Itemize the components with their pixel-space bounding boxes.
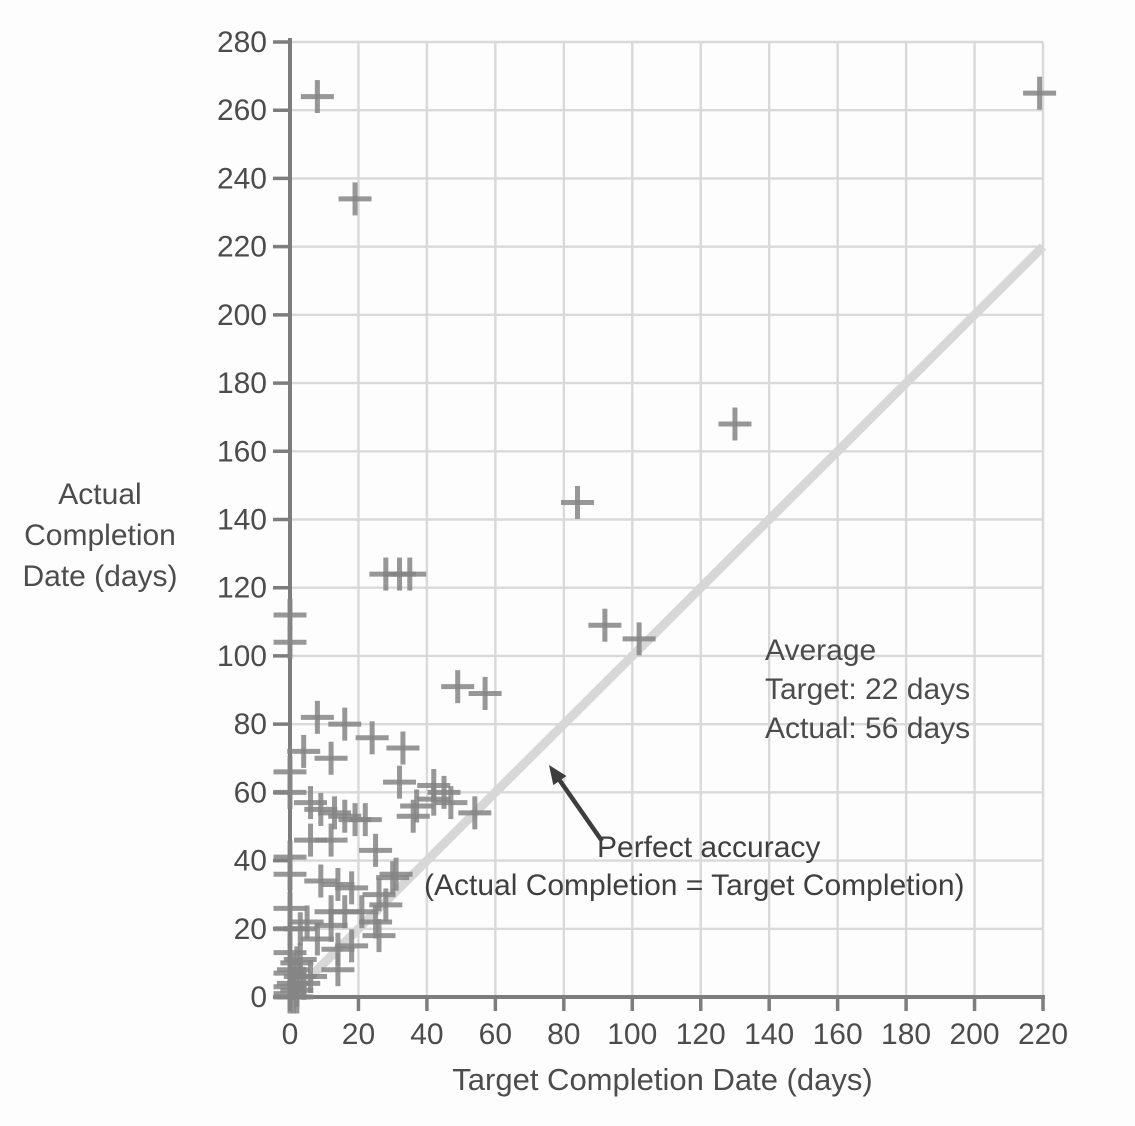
average-actual-value: Actual: 56 days [765, 712, 971, 745]
y-tick-label: 280 [217, 26, 267, 59]
x-tick-label: 220 [1018, 1018, 1068, 1051]
average-annotation: Average Target: 22 days Actual: 56 days [765, 631, 970, 748]
x-tick-label: 0 [282, 1018, 299, 1051]
x-tick-label: 160 [813, 1018, 863, 1051]
y-tick-label: 20 [234, 913, 267, 946]
y-tick-label: 140 [217, 504, 267, 537]
identity-line [286, 243, 1047, 1001]
x-tick-label: 100 [607, 1018, 657, 1051]
average-target-value: Target: 22 days [765, 673, 971, 706]
y-axis-title-line2: Completion [24, 519, 176, 552]
y-tick-label: 180 [217, 367, 267, 400]
annotation-arrow-shaft [555, 776, 604, 843]
y-axis-title-line1: Actual [58, 478, 142, 511]
y-tick-label: 120 [217, 572, 267, 605]
x-tick-label: 20 [342, 1018, 375, 1051]
y-tick-label: 60 [234, 776, 267, 809]
x-tick-label: 120 [676, 1018, 726, 1051]
y-tick-label: 0 [250, 981, 267, 1014]
x-tick-label: 80 [547, 1018, 580, 1051]
x-tick-label: 180 [881, 1018, 931, 1051]
y-tick-label: 240 [217, 162, 267, 195]
y-tick-label: 40 [234, 845, 267, 878]
y-tick-label: 100 [217, 640, 267, 673]
y-tick-label: 220 [217, 231, 267, 264]
y-tick-label: 260 [217, 94, 267, 127]
y-axis-title-line3: Date (days) [22, 560, 178, 593]
x-tick-label: 140 [744, 1018, 794, 1051]
x-tick-label: 60 [479, 1018, 512, 1051]
y-tick-label: 80 [234, 708, 267, 741]
average-annotation-title: Average [765, 634, 877, 667]
y-tick-label: 200 [217, 299, 267, 332]
x-tick-label: 40 [410, 1018, 443, 1051]
annotation-arrow-head [549, 765, 567, 786]
perfect-accuracy-label: Perfect accuracy [597, 831, 821, 864]
y-axis-title: Actual Completion Date (days) [5, 474, 195, 597]
y-tick-label: 160 [217, 435, 267, 468]
x-axis-title: Target Completion Date (days) [452, 1062, 873, 1097]
perfect-accuracy-equation: (Actual Completion = Target Completion) [424, 869, 965, 902]
x-tick-label: 200 [950, 1018, 1000, 1051]
